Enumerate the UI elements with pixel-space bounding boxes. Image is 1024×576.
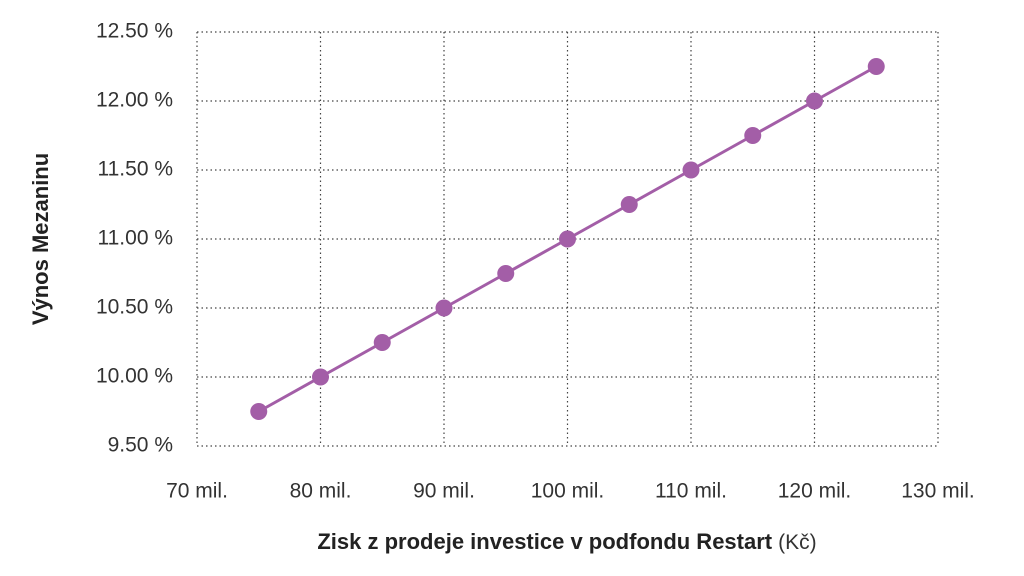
marker <box>744 127 762 144</box>
y-tick-label: 11.50 % <box>98 158 174 181</box>
marker <box>250 403 268 420</box>
x-tick-label: 80 mil. <box>290 480 352 503</box>
y-tick-label: 12.50 % <box>96 20 173 43</box>
x-tick-label: 120 mil. <box>778 480 852 503</box>
y-tick-label: 11.00 % <box>98 227 174 250</box>
x-tick-label: 100 mil. <box>531 480 605 503</box>
marker <box>373 334 391 351</box>
y-axis-title: Výnos Mezaninu <box>28 153 53 325</box>
marker <box>867 58 885 75</box>
x-axis-unit: (Kč) <box>778 531 817 554</box>
y-tick-label: 9.50 % <box>108 434 173 457</box>
y-tick-label: 10.00 % <box>96 365 173 388</box>
marker <box>806 92 823 110</box>
x-axis-title: Zisk z prodeje investice v podfondu Rest… <box>317 529 816 554</box>
marker <box>312 368 329 386</box>
marker <box>497 265 515 282</box>
marker <box>620 196 638 213</box>
marker <box>435 299 453 317</box>
x-tick-label: 70 mil. <box>166 480 228 503</box>
x-tick-label: 110 mil. <box>655 480 727 503</box>
marker <box>559 230 576 248</box>
y-tick-label: 12.00 % <box>96 89 173 112</box>
x-axis-title-text: Zisk z prodeje investice v podfondu Rest… <box>317 529 772 554</box>
x-tick-label: 90 mil. <box>413 480 475 503</box>
marker <box>682 161 700 179</box>
y-tick-label: 10.50 % <box>96 296 173 319</box>
x-tick-label: 130 mil. <box>901 480 975 503</box>
